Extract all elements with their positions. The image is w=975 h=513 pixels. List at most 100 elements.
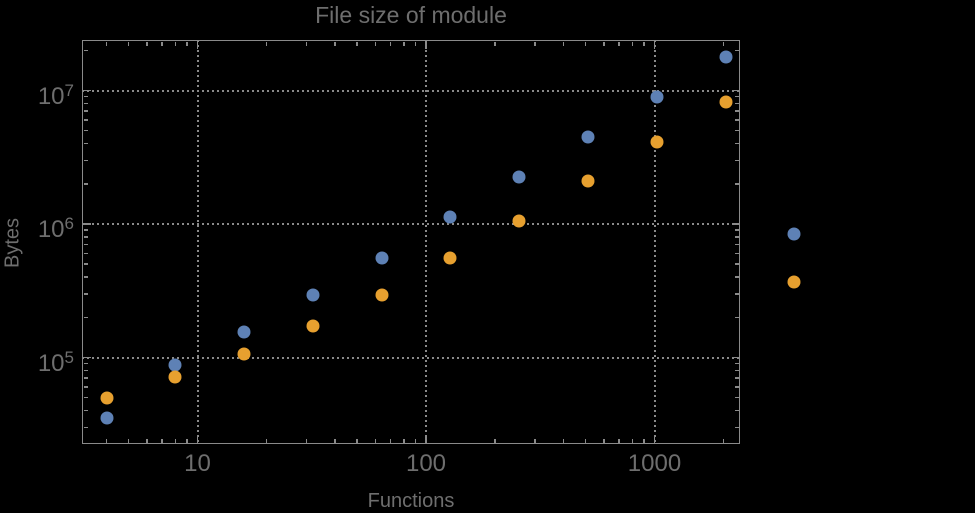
tick-mark: [174, 41, 177, 46]
tick-mark: [734, 252, 739, 255]
tick-mark: [356, 41, 358, 46]
gridline-horizontal: [82, 356, 740, 359]
tick-mark: [83, 377, 88, 379]
tick-mark: [734, 377, 739, 379]
tick-mark: [734, 409, 739, 412]
tick-mark: [83, 252, 88, 255]
tick-mark: [603, 438, 605, 443]
gridline-vertical: [653, 40, 656, 444]
tick-mark: [494, 41, 496, 46]
tick-mark: [83, 276, 88, 278]
gridline-horizontal: [82, 89, 740, 92]
tick-mark: [83, 362, 88, 365]
tick-mark: [653, 435, 656, 443]
tick-mark: [83, 49, 88, 52]
data-point-orange: [512, 214, 526, 228]
tick-mark: [127, 438, 130, 443]
data-point-blue: [306, 288, 320, 302]
tick-mark: [722, 41, 725, 46]
data-point-blue: [168, 358, 182, 372]
tick-mark: [403, 438, 405, 443]
tick-mark: [265, 438, 268, 443]
tick-mark: [734, 159, 739, 162]
data-point-blue: [650, 90, 664, 104]
tick-mark: [734, 142, 739, 145]
tick-mark: [734, 362, 739, 365]
data-point-orange: [443, 251, 457, 265]
tick-mark: [83, 263, 88, 265]
data-point-blue: [375, 251, 389, 265]
tick-mark: [83, 159, 88, 162]
tick-mark: [146, 41, 148, 46]
tick-mark: [389, 438, 392, 443]
data-point-orange: [168, 370, 182, 384]
tick-mark: [83, 119, 88, 121]
tick-mark: [83, 129, 88, 132]
tick-mark: [389, 41, 392, 46]
x-tick-label: 10: [184, 450, 211, 477]
tick-mark: [734, 396, 739, 399]
data-point-blue: [512, 170, 526, 184]
tick-mark: [83, 316, 88, 319]
data-point-orange: [306, 319, 320, 333]
y-tick-label: 107: [37, 80, 74, 110]
tick-mark: [734, 386, 739, 388]
tick-mark: [186, 438, 188, 443]
tick-mark: [731, 223, 739, 225]
tick-mark: [618, 41, 620, 46]
tick-mark: [83, 183, 88, 185]
tick-mark: [83, 95, 88, 98]
tick-mark: [643, 41, 645, 46]
data-point-orange: [787, 275, 801, 289]
tick-mark: [734, 229, 739, 231]
tick-mark: [734, 49, 739, 52]
tick-mark: [631, 438, 634, 443]
tick-mark: [146, 438, 148, 443]
tick-mark: [734, 183, 739, 185]
tick-mark: [734, 243, 739, 246]
tick-mark: [414, 438, 417, 443]
tick-mark: [83, 293, 88, 295]
tick-mark: [174, 438, 177, 443]
data-point-blue: [719, 50, 733, 64]
data-point-orange: [581, 174, 595, 188]
tick-mark: [425, 41, 427, 49]
tick-mark: [83, 102, 88, 105]
tick-mark: [584, 438, 587, 443]
tick-mark: [734, 95, 739, 98]
tick-mark: [731, 356, 739, 359]
tick-mark: [403, 41, 405, 46]
tick-mark: [83, 243, 88, 246]
tick-mark: [618, 438, 620, 443]
tick-mark: [494, 438, 496, 443]
y-tick-label: 106: [37, 214, 74, 243]
tick-mark: [305, 438, 308, 443]
x-tick-label: 1000: [627, 450, 682, 477]
tick-mark: [734, 236, 739, 238]
tick-mark: [83, 426, 88, 429]
y-axis-label: Bytes: [1, 217, 24, 269]
tick-mark: [83, 89, 91, 92]
tick-mark: [734, 102, 739, 105]
tick-mark: [534, 41, 536, 46]
tick-mark: [562, 41, 565, 46]
tick-mark: [734, 426, 739, 429]
y-tick-label: 105: [37, 347, 74, 377]
tick-mark: [722, 438, 725, 443]
tick-mark: [534, 438, 536, 443]
tick-mark: [334, 41, 336, 46]
data-point-blue: [237, 325, 251, 339]
data-point-orange: [719, 95, 733, 109]
tick-mark: [196, 41, 199, 49]
tick-mark: [83, 369, 88, 372]
tick-mark: [734, 110, 739, 112]
tick-mark: [265, 41, 268, 46]
data-point-blue: [581, 130, 595, 144]
tick-mark: [374, 438, 377, 443]
tick-mark: [734, 119, 739, 121]
tick-mark: [161, 438, 163, 443]
x-axis-label: Functions: [367, 490, 455, 512]
tick-mark: [731, 89, 739, 92]
data-point-blue: [787, 227, 801, 241]
